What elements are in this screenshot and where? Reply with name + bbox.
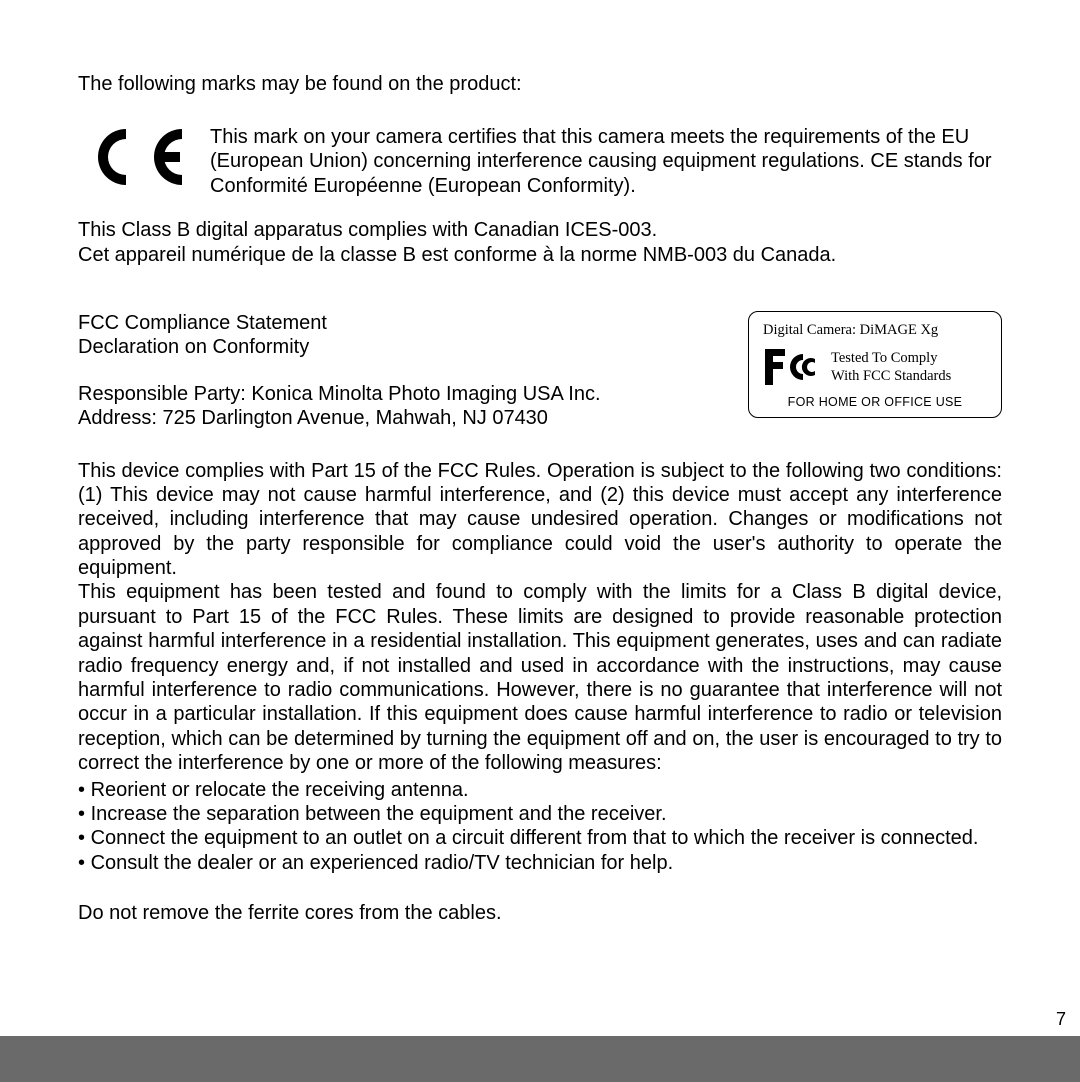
fcc-header-block: FCC Compliance Statement Declaration on … bbox=[78, 311, 1002, 431]
canada-fr: Cet appareil numérique de la classe B es… bbox=[78, 244, 836, 266]
canada-compliance: This Class B digital apparatus complies … bbox=[78, 218, 1002, 267]
fcc-declaration-title: Declaration on Conformity bbox=[78, 335, 601, 359]
measure-item: Reorient or relocate the receiving anten… bbox=[78, 778, 1002, 802]
fcc-tested-line1: Tested To Comply bbox=[831, 350, 937, 366]
fcc-logo-icon bbox=[763, 347, 817, 387]
fcc-certification-box: Digital Camera: DiMAGE Xg Tested To Comp… bbox=[748, 311, 1002, 418]
document-page: The following marks may be found on the … bbox=[0, 0, 1080, 1082]
ce-description: This mark on your camera certifies that … bbox=[210, 125, 1002, 198]
fcc-address: Address: 725 Darlington Avenue, Mahwah, … bbox=[78, 406, 601, 430]
measure-item: Increase the separation between the equi… bbox=[78, 802, 1002, 826]
fcc-statement-title: FCC Compliance Statement bbox=[78, 311, 601, 335]
footer-bar bbox=[0, 1036, 1080, 1082]
canada-en: This Class B digital apparatus complies … bbox=[78, 219, 657, 241]
fcc-box-title-value: DiMAGE Xg bbox=[860, 322, 939, 338]
measure-item: Connect the equipment to an outlet on a … bbox=[78, 826, 1002, 850]
fcc-use-line: FOR HOME OR OFFICE USE bbox=[763, 395, 987, 409]
ce-section: This mark on your camera certifies that … bbox=[78, 125, 1002, 198]
fcc-part15-para2: This equipment has been tested and found… bbox=[78, 580, 1002, 775]
interference-measures-list: Reorient or relocate the receiving anten… bbox=[78, 778, 1002, 876]
fcc-declaration: FCC Compliance Statement Declaration on … bbox=[78, 311, 601, 431]
fcc-box-title: Digital Camera: DiMAGE Xg bbox=[763, 322, 987, 339]
fcc-box-middle-row: Tested To Comply With FCC Standards bbox=[763, 347, 987, 387]
ferrite-note: Do not remove the ferrite cores from the… bbox=[78, 901, 1002, 925]
fcc-part15-para1: This device complies with Part 15 of the… bbox=[78, 459, 1002, 581]
intro-text: The following marks may be found on the … bbox=[78, 72, 1002, 97]
fcc-responsible-party: Responsible Party: Konica Minolta Photo … bbox=[78, 382, 601, 406]
fcc-tested-line2: With FCC Standards bbox=[831, 368, 951, 384]
ce-mark-icon bbox=[78, 125, 188, 189]
content-area: The following marks may be found on the … bbox=[78, 72, 1002, 926]
page-number: 7 bbox=[1056, 1009, 1066, 1030]
fcc-tested-text: Tested To Comply With FCC Standards bbox=[831, 349, 951, 385]
measure-item: Consult the dealer or an experienced rad… bbox=[78, 851, 1002, 875]
fcc-box-title-label: Digital Camera: bbox=[763, 322, 856, 338]
